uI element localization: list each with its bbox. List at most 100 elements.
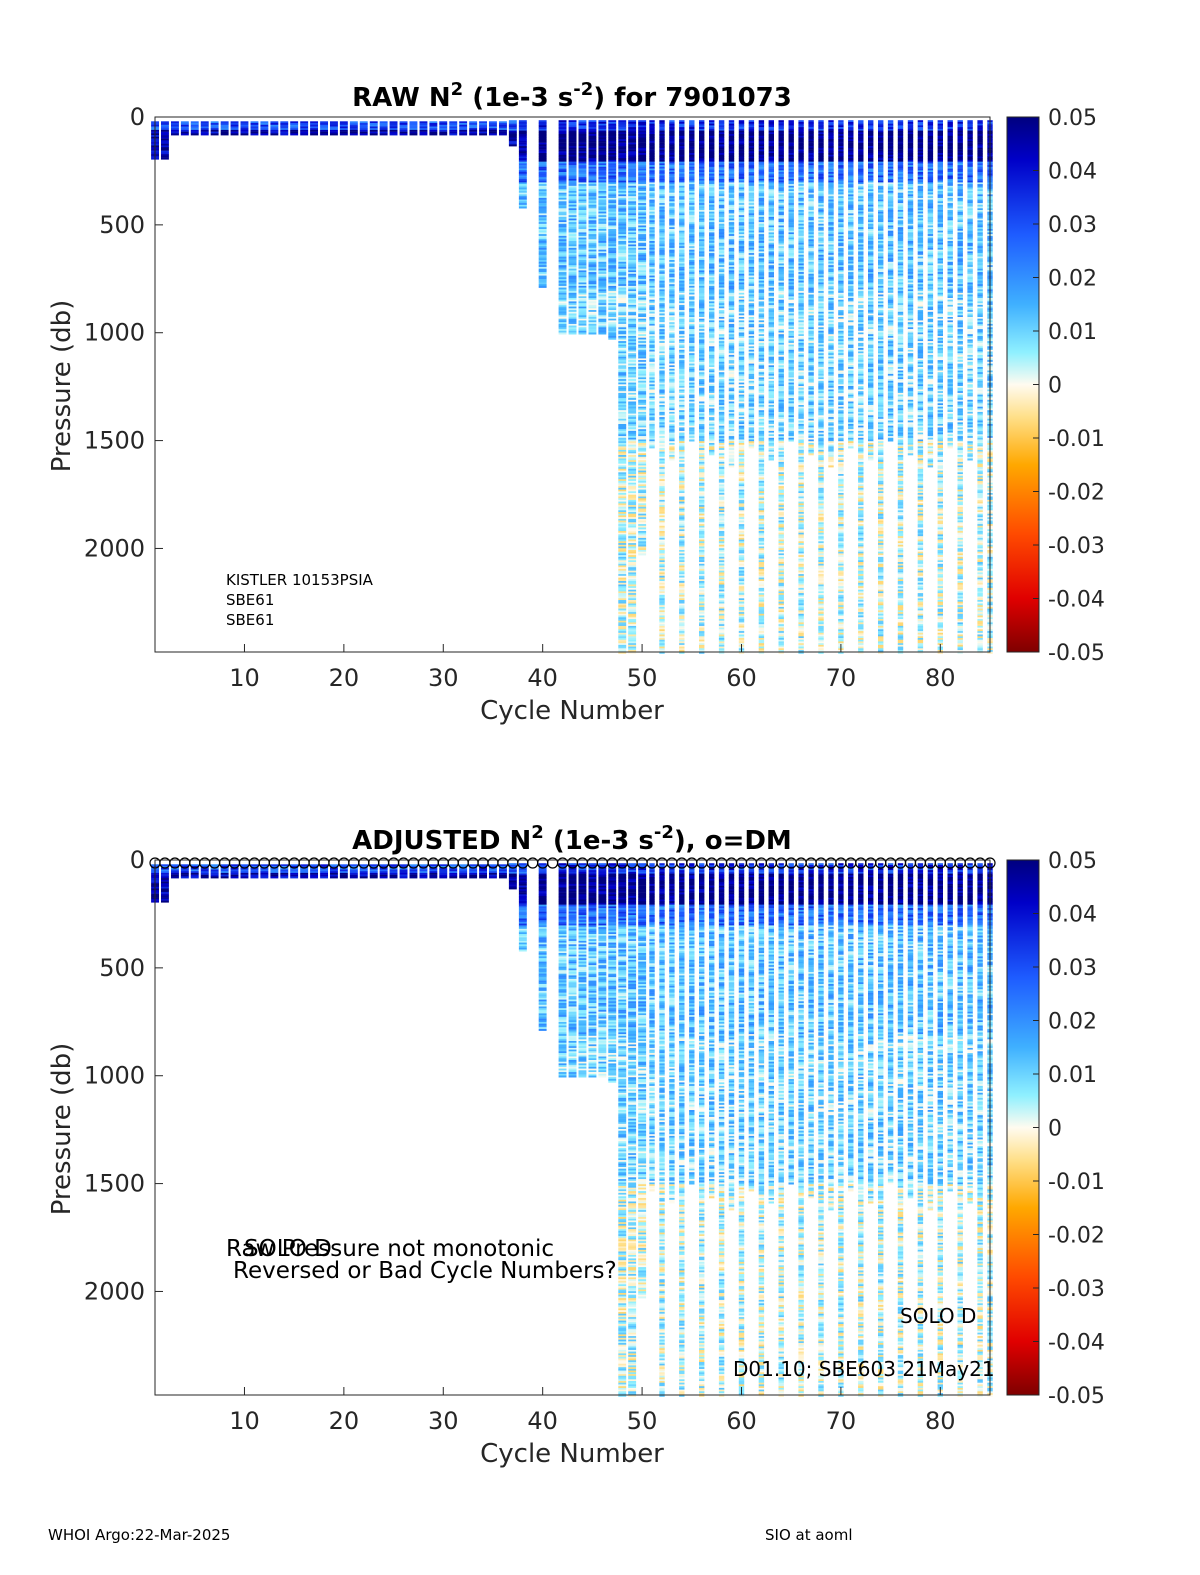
heatmap-cell [659,420,665,423]
heatmap-cell [659,292,665,295]
heatmap-cell [659,194,665,197]
heatmap-cell [628,596,637,599]
heatmap-cell [659,241,665,243]
heatmap-cell [588,140,597,143]
heatmap-cell [638,498,647,501]
heatmap-cell [669,380,675,383]
heatmap-cell [618,405,627,407]
heatmap-cell [718,284,725,287]
heatmap-cell [748,365,755,368]
heatmap-cell [618,294,627,297]
heatmap-cell [699,493,705,495]
heatmap-cell [718,558,725,561]
heatmap-cell [518,161,527,164]
heatmap-cell [598,275,607,278]
heatmap-cell [260,126,269,129]
heatmap-cell [699,363,705,366]
heatmap-cell [628,323,637,326]
heatmap-cell [689,389,695,392]
heatmap-cell [709,263,715,266]
heatmap-cell [718,175,725,178]
heatmap-cell [679,356,685,359]
heatmap-cell [608,284,617,287]
heatmap-cell [718,417,725,420]
heatmap-cell [270,123,279,125]
heatmap-cell [628,551,637,554]
heatmap-cell [669,285,675,288]
heatmap-cell [618,344,627,347]
heatmap-cell [638,299,647,302]
heatmap-cell [588,196,597,199]
heatmap-cell [718,166,725,169]
heatmap-cell [679,349,685,352]
heatmap-cell [679,348,685,350]
heatmap-cell [679,342,685,345]
heatmap-cell [699,443,705,445]
heatmap-cell [679,299,685,302]
heatmap-cell [628,256,637,259]
heatmap-cell [638,474,647,476]
heatmap-cell [758,456,765,459]
heatmap-cell [758,341,765,344]
heatmap-cell [738,330,745,333]
heatmap-cell [699,337,705,340]
heatmap-cell [699,627,705,630]
heatmap-cell [578,147,587,150]
heatmap-cell [628,353,637,356]
heatmap-cell [588,175,597,178]
heatmap-cell [758,144,765,147]
heatmap-cell [638,415,647,418]
heatmap-cell [638,520,647,523]
heatmap-cell [628,482,637,485]
heatmap-cell [628,644,637,647]
heatmap-cell [618,472,627,475]
heatmap-cell [290,133,299,136]
heatmap-cell [699,379,705,382]
heatmap-cell [608,158,617,161]
heatmap-cell [709,222,715,225]
heatmap-cell [578,263,587,266]
heatmap-cell [568,229,577,231]
heatmap-cell [628,525,637,528]
heatmap-cell [578,303,587,306]
heatmap-cell [618,163,627,166]
heatmap-cell [738,606,745,609]
heatmap-cell [679,173,685,176]
heatmap-cell [618,494,627,497]
heatmap-cell [618,501,627,504]
heatmap-cell [679,444,685,447]
heatmap-cell [628,432,637,435]
heatmap-cell [709,399,715,402]
heatmap-cell [718,638,725,640]
heatmap-cell [718,444,725,447]
heatmap-cell [568,241,577,243]
heatmap-cell [161,150,169,153]
heatmap-cell [718,227,725,230]
heatmap-cell [679,184,685,187]
heatmap-cell [669,422,675,425]
heatmap-cell [659,232,665,235]
heatmap-cell [628,531,637,533]
heatmap-cell [718,591,725,594]
heatmap-cell [659,432,665,435]
heatmap-cell [748,436,755,439]
heatmap-cell [518,158,527,161]
heatmap-cell [389,123,398,125]
heatmap-cell [679,229,685,231]
heatmap-cell [608,279,617,281]
heatmap-cell [578,134,587,136]
heatmap-cell [538,218,547,221]
heatmap-cell [758,304,765,307]
heatmap-cell [738,418,745,421]
heatmap-cell [489,131,497,134]
heatmap-cell [718,461,725,464]
heatmap-cell [728,199,735,202]
heatmap-cell [568,298,577,300]
heatmap-cell [628,460,637,463]
heatmap-cell [699,215,705,218]
heatmap-cell [659,424,665,426]
heatmap-cell [709,353,715,356]
heatmap-cell [628,125,637,128]
heatmap-cell [568,244,577,247]
heatmap-cell [738,632,745,635]
